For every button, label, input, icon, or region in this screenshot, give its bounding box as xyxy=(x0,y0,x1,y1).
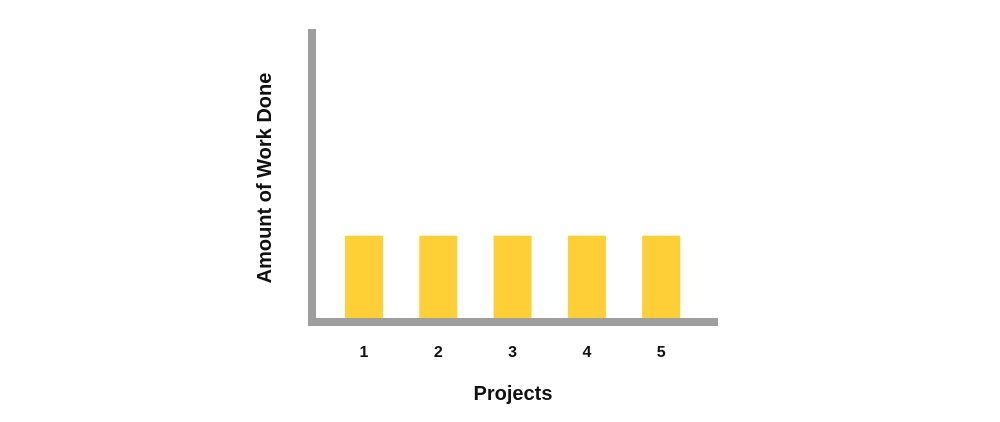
x-tick-label: 2 xyxy=(434,344,443,361)
y-axis-title: Amount of Work Done xyxy=(254,73,276,284)
y-axis-line xyxy=(308,29,316,326)
bar-project-2 xyxy=(419,235,458,318)
bar-project-4 xyxy=(567,235,606,318)
bar-project-3 xyxy=(493,235,532,318)
x-axis-line xyxy=(308,318,718,326)
x-tick-label: 1 xyxy=(360,344,369,361)
x-tick-labels: 1 2 3 4 5 xyxy=(360,344,666,361)
x-tick-label: 3 xyxy=(508,344,517,361)
bars-group xyxy=(345,235,681,318)
x-tick-label: 4 xyxy=(582,344,591,361)
bar-project-1 xyxy=(345,235,383,318)
x-axis-title: Projects xyxy=(474,383,553,405)
x-tick-label: 5 xyxy=(657,344,666,361)
bar-project-5 xyxy=(642,235,681,318)
